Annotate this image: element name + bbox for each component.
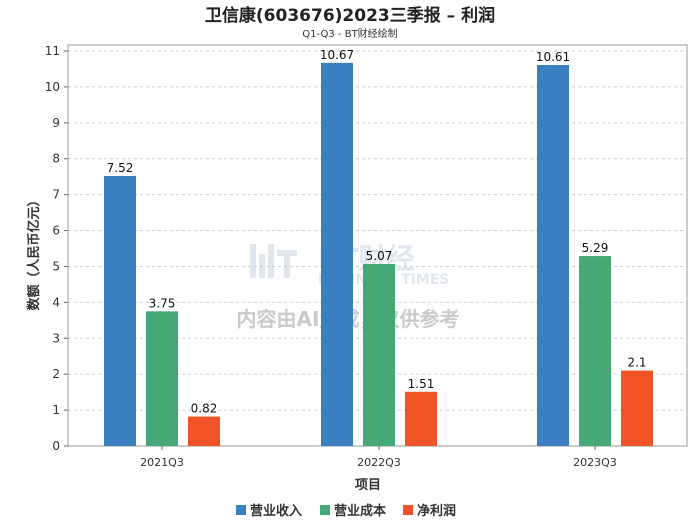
x-tick-label: 2023Q3	[573, 456, 617, 469]
y-tick-label: 0	[52, 439, 60, 453]
data-label: 2.1	[627, 356, 646, 370]
bar-2022Q3-营业成本	[363, 263, 395, 446]
x-tick-label: 2022Q3	[357, 456, 401, 469]
bar-2021Q3-营业收入	[104, 175, 136, 447]
bt-logo-icon	[250, 244, 297, 278]
data-label: 5.07	[366, 249, 393, 263]
bar-2023Q3-净利润	[621, 370, 653, 446]
data-label: 5.29	[582, 241, 609, 255]
y-tick-label: 10	[45, 80, 60, 94]
bar-2021Q3-净利润	[188, 416, 220, 446]
data-label: 1.51	[408, 377, 435, 391]
bar-2022Q3-净利润	[405, 391, 437, 446]
y-tick-label: 8	[52, 152, 60, 166]
legend: 营业收入 营业成本 净利润	[236, 503, 456, 519]
y-tick-label: 11	[45, 44, 60, 58]
bar-2022Q3-营业收入	[321, 62, 353, 446]
legend-label: 营业成本	[334, 503, 386, 519]
legend-label: 净利润	[417, 503, 456, 519]
legend-label: 营业收入	[250, 503, 302, 519]
data-label: 10.61	[536, 50, 570, 64]
y-tick-label: 6	[52, 224, 60, 238]
bar-2023Q3-营业成本	[579, 256, 611, 446]
bar-2021Q3-营业成本	[146, 311, 178, 446]
y-tick-label: 7	[52, 188, 60, 202]
data-labels: 7.52 3.75 0.82 10.67 5.07 1.51 10.61 5.29 2.1	[107, 48, 647, 416]
y-tick-label: 9	[52, 116, 60, 130]
bar-2023Q3-营业收入	[537, 65, 569, 446]
bars	[104, 62, 653, 447]
y-tick-label: 1	[52, 403, 60, 417]
data-label: 3.75	[149, 296, 176, 310]
y-tick-label: 2	[52, 367, 60, 381]
y-axis-label: 数额（人民币亿元）	[26, 193, 42, 310]
chart-subtitle: Q1-Q3 - BT财经绘制	[302, 27, 397, 40]
y-axis-ticks: 0 1 2 3 4 5 6 7 8 9 10 11	[45, 44, 68, 453]
legend-swatch	[320, 505, 330, 515]
data-label: 10.67	[320, 48, 354, 62]
y-tick-label: 5	[52, 259, 60, 273]
y-tick-label: 3	[52, 331, 60, 345]
legend-swatch	[236, 505, 246, 515]
x-axis-ticks: 2021Q3 2022Q3 2023Q3	[140, 446, 617, 469]
x-tick-label: 2021Q3	[140, 456, 184, 469]
legend-swatch	[403, 505, 413, 515]
x-axis-label: 项目	[355, 478, 381, 493]
data-label: 7.52	[107, 161, 134, 175]
data-label: 0.82	[191, 402, 218, 416]
y-tick-label: 4	[52, 295, 60, 309]
chart-title: 卫信康(603676)2023三季报 – 利润	[205, 5, 495, 26]
